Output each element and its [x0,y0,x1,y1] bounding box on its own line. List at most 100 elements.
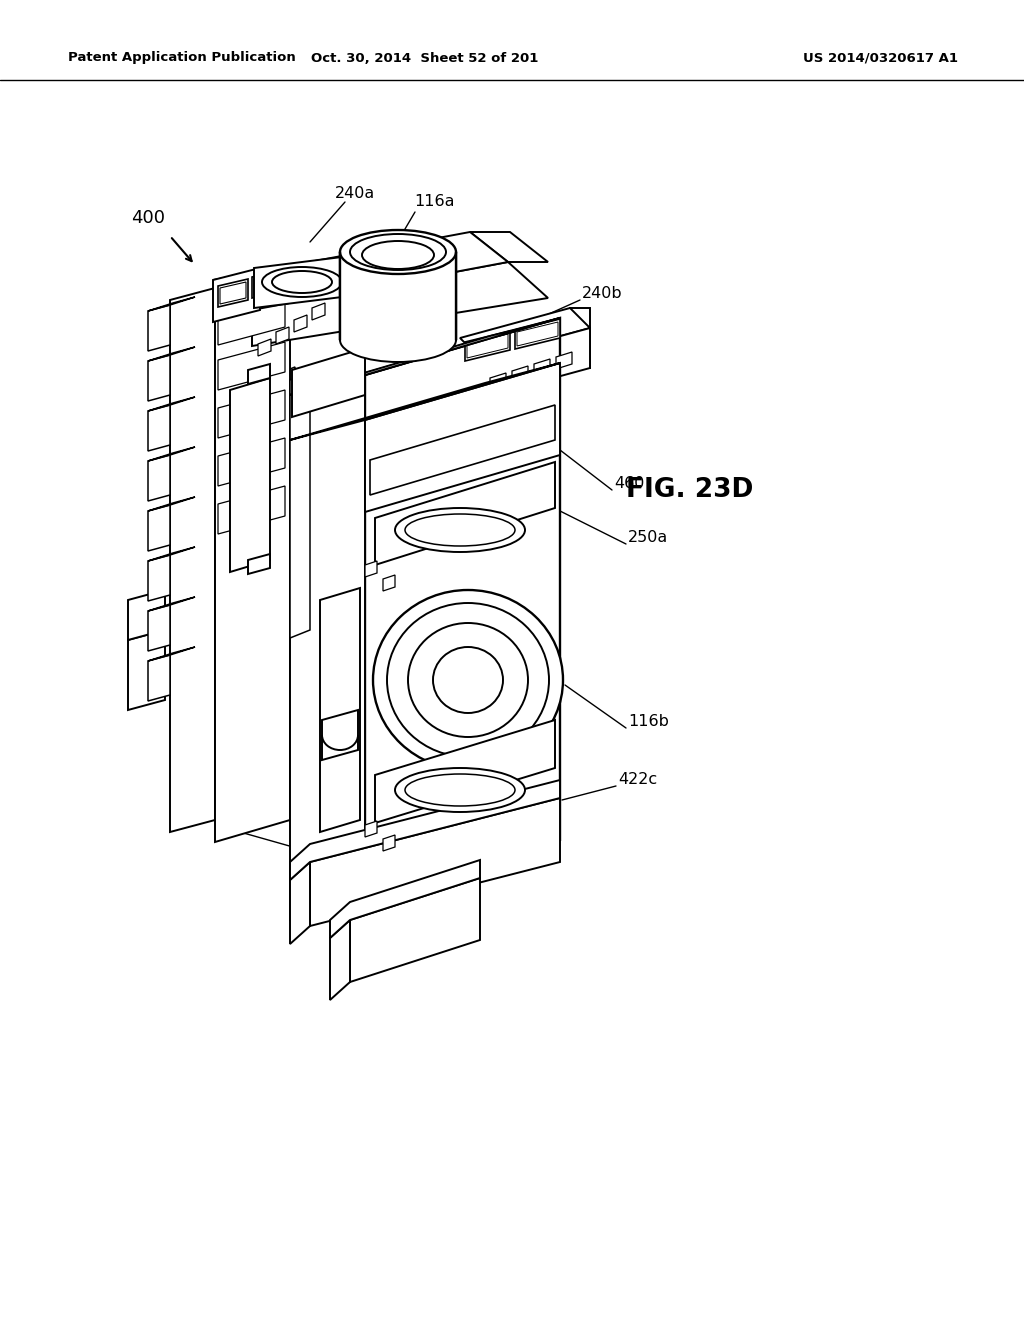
Ellipse shape [340,230,456,275]
Ellipse shape [408,623,528,737]
Polygon shape [260,362,280,628]
Text: US 2014/0320617 A1: US 2014/0320617 A1 [803,51,958,65]
Text: 440: 440 [393,830,423,846]
Ellipse shape [272,271,332,293]
Polygon shape [148,305,170,351]
Polygon shape [312,304,325,319]
Polygon shape [148,655,170,701]
Polygon shape [258,339,271,356]
Polygon shape [290,375,365,920]
Text: 116a: 116a [415,194,456,210]
Polygon shape [248,554,270,574]
Polygon shape [148,355,170,401]
Polygon shape [340,252,456,341]
Polygon shape [322,710,358,760]
Polygon shape [248,364,270,384]
Polygon shape [148,605,170,651]
Polygon shape [213,232,508,310]
Ellipse shape [395,508,525,552]
Text: 460: 460 [614,477,644,491]
Polygon shape [275,367,295,634]
Polygon shape [276,327,289,345]
Text: 422c: 422c [618,772,657,788]
Polygon shape [290,318,560,395]
Polygon shape [365,318,560,898]
Ellipse shape [350,234,446,271]
Polygon shape [148,546,195,561]
Polygon shape [517,322,558,346]
Text: 240a: 240a [335,186,375,201]
Ellipse shape [395,768,525,812]
Polygon shape [148,447,195,461]
Polygon shape [254,256,350,308]
Polygon shape [534,359,550,376]
Polygon shape [218,342,285,389]
Polygon shape [148,455,170,502]
Polygon shape [128,590,165,640]
Polygon shape [148,347,195,360]
Polygon shape [350,878,480,982]
Polygon shape [465,331,510,360]
Text: 420: 420 [348,849,379,863]
Polygon shape [570,308,590,368]
Polygon shape [290,780,560,880]
Polygon shape [252,271,280,298]
Ellipse shape [362,242,434,269]
Text: Oct. 30, 2014  Sheet 52 of 201: Oct. 30, 2014 Sheet 52 of 201 [311,51,539,65]
Polygon shape [220,282,246,304]
Polygon shape [383,836,395,851]
Polygon shape [370,405,555,495]
Polygon shape [213,268,260,322]
Polygon shape [148,297,195,312]
Polygon shape [556,352,572,370]
Polygon shape [215,267,290,842]
Polygon shape [375,462,555,565]
Polygon shape [290,318,560,395]
Polygon shape [254,273,278,294]
Polygon shape [330,920,350,1001]
Polygon shape [480,327,590,399]
Text: Patent Application Publication: Patent Application Publication [68,51,296,65]
Text: 400: 400 [131,209,165,227]
Ellipse shape [373,590,563,770]
Polygon shape [290,862,310,944]
Polygon shape [365,821,377,837]
Polygon shape [148,647,195,661]
Ellipse shape [262,267,342,297]
Text: 240b: 240b [582,286,623,301]
Polygon shape [148,554,170,601]
Polygon shape [292,348,365,417]
Polygon shape [148,498,195,511]
Polygon shape [148,397,195,411]
Text: FIG. 23D: FIG. 23D [627,477,754,503]
Polygon shape [128,630,165,710]
Polygon shape [310,799,560,927]
Ellipse shape [433,647,503,713]
Polygon shape [460,308,590,358]
Polygon shape [515,319,560,348]
Polygon shape [148,597,195,611]
Polygon shape [290,363,560,440]
Polygon shape [218,297,285,345]
Polygon shape [218,279,248,308]
Polygon shape [365,561,377,577]
Ellipse shape [406,513,515,546]
Polygon shape [470,232,548,261]
Text: 250a: 250a [628,531,669,545]
Polygon shape [375,719,555,822]
Polygon shape [330,861,480,939]
Polygon shape [218,438,285,486]
Polygon shape [290,372,310,638]
Polygon shape [218,389,285,438]
Polygon shape [512,366,528,383]
Polygon shape [365,363,560,512]
Text: 116b: 116b [628,714,669,730]
Polygon shape [383,576,395,591]
Polygon shape [230,378,270,572]
Polygon shape [252,261,548,346]
Ellipse shape [387,603,549,756]
Polygon shape [148,405,170,451]
Ellipse shape [340,318,456,362]
Polygon shape [218,486,285,535]
Polygon shape [294,315,307,333]
